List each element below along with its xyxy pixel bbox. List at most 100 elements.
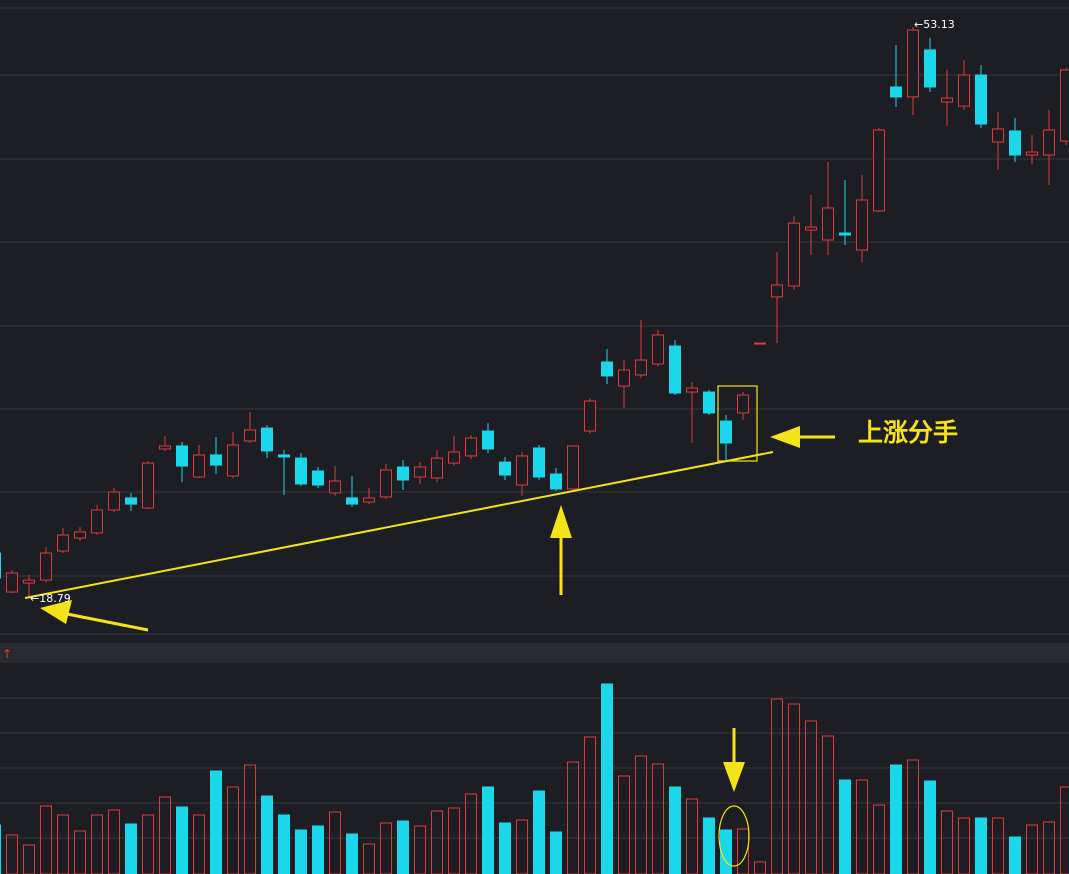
- candle-body: [329, 480, 341, 494]
- candle-body: [805, 226, 817, 231]
- candle-body: [788, 222, 800, 287]
- candle-body: [975, 74, 987, 125]
- candle-body: [737, 394, 749, 414]
- candle-body: [669, 345, 681, 394]
- volume-bar: [448, 807, 460, 874]
- volume-bar: [907, 759, 919, 874]
- candle-body: [1060, 69, 1069, 142]
- candle-body: [618, 369, 630, 387]
- candle-body: [448, 451, 460, 464]
- volume-bar: [958, 817, 970, 874]
- volume-bar: [805, 720, 817, 874]
- volume-bar: [329, 811, 341, 874]
- volume-bar: [550, 831, 562, 874]
- candle-body: [533, 447, 545, 478]
- volume-bar: [414, 825, 426, 874]
- volume-bar: [669, 786, 681, 874]
- annotations: [24, 385, 835, 867]
- candle-body: [57, 534, 69, 552]
- volume-bar: [295, 829, 307, 874]
- candle-body: [720, 420, 732, 444]
- candle-body: [244, 429, 256, 442]
- volume-bar: [601, 683, 613, 874]
- volume-bar: [57, 814, 69, 874]
- volume-bar: [533, 790, 545, 874]
- volume-bar: [703, 817, 715, 874]
- volume-bar: [91, 814, 103, 874]
- volume-bar: [618, 775, 630, 874]
- low-label: ←18.79: [30, 592, 71, 605]
- candle-body: [380, 469, 392, 498]
- volume-bar: [839, 779, 851, 874]
- candle-body: [771, 284, 783, 298]
- volume-bar: [941, 810, 953, 874]
- candle-body: [295, 457, 307, 485]
- candle-body: [40, 552, 52, 581]
- volume-bar: [108, 809, 120, 874]
- candle-body: [567, 445, 579, 490]
- candle-body: [652, 334, 664, 365]
- volume-bar: [1060, 786, 1069, 874]
- candle-body: [261, 427, 273, 452]
- volume-bar: [822, 735, 834, 874]
- candle-body: [23, 579, 35, 584]
- volume-bar: [499, 822, 511, 874]
- candle-body: [482, 430, 494, 450]
- volume-bar: [431, 810, 443, 874]
- volume-bar: [465, 793, 477, 874]
- volume-bar: [788, 703, 800, 874]
- volume-bar: [40, 805, 52, 874]
- candle-body: [465, 437, 477, 457]
- candle-body: [6, 572, 18, 593]
- volume-bar: [975, 817, 987, 874]
- candle-body: [1043, 129, 1055, 156]
- volume-bar: [346, 833, 358, 874]
- volume-bar: [1043, 821, 1055, 874]
- candle-body: [312, 470, 324, 486]
- candle-body: [686, 387, 698, 393]
- panel-marker: ↑: [2, 647, 12, 661]
- candle-body: [584, 400, 596, 432]
- volume-bar: [125, 823, 137, 874]
- candle-body: [873, 129, 885, 212]
- volume-bar: [992, 817, 1004, 874]
- volume-bar: [312, 825, 324, 874]
- volume-bar: [23, 844, 35, 874]
- candle-body: [856, 199, 868, 251]
- candle-body: [414, 466, 426, 478]
- volume-bar: [397, 820, 409, 874]
- candle-body: [176, 445, 188, 467]
- candle-body: [754, 342, 766, 345]
- volume-bar: [210, 770, 222, 874]
- candle-body: [142, 462, 154, 509]
- volume-bar: [227, 786, 239, 874]
- candle-body: [550, 473, 562, 490]
- candle-body: [703, 391, 715, 414]
- volume-bar: [516, 819, 528, 874]
- candle-body: [907, 29, 919, 98]
- candle-body: [924, 49, 936, 88]
- volume-bar: [924, 780, 936, 874]
- candle-body: [397, 466, 409, 481]
- candle-body: [890, 86, 902, 98]
- volume-bar: [890, 764, 902, 874]
- volume-bar: [482, 786, 494, 874]
- candle-body: [108, 491, 120, 511]
- candle-body: [125, 497, 137, 505]
- volume-bar: [193, 814, 205, 874]
- candle-body: [941, 97, 953, 103]
- volume-bar: [74, 830, 86, 874]
- volume-bar: [771, 698, 783, 874]
- volume-bar: [261, 795, 273, 874]
- volume-bar: [635, 755, 647, 874]
- candle-body: [516, 455, 528, 486]
- volume-bar: [686, 798, 698, 874]
- candle-body: [74, 531, 86, 539]
- volume-bar: [1026, 824, 1038, 874]
- marks: [0, 27, 1069, 874]
- volume-bar: [6, 834, 18, 874]
- candle-body: [159, 445, 171, 450]
- volume-bar: [1009, 836, 1021, 874]
- candle-body: [91, 509, 103, 534]
